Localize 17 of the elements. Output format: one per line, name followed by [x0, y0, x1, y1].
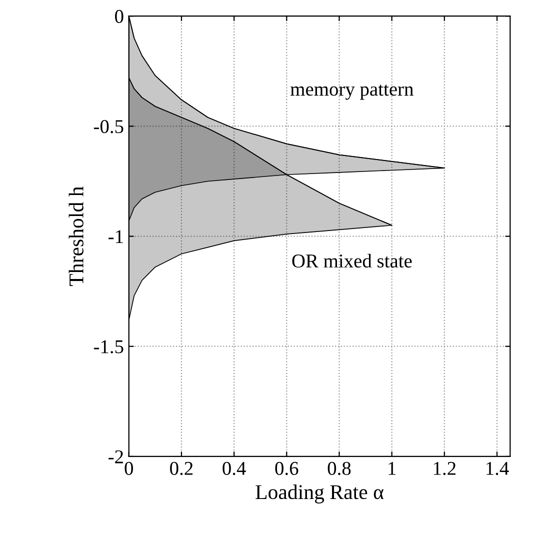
annotation: memory pattern: [290, 84, 414, 100]
y-axis-title: Threshold h: [68, 186, 84, 286]
y-tick-label: 0: [115, 10, 124, 24]
x-tick-label: 1: [388, 462, 396, 475]
y-tick-label: -0.5: [94, 120, 124, 134]
y-tick-label: -1: [108, 230, 123, 244]
x-tick-label: 1.2: [434, 462, 456, 476]
x-axis-title: Loading Rate α: [256, 484, 384, 504]
x-tick-label: 0.4: [222, 462, 246, 476]
x-tick-label: 0.8: [328, 462, 351, 476]
y-tick-label: -1.5: [94, 340, 124, 354]
x-tick-label: 0.2: [170, 462, 193, 476]
x-tick-label: 1.4: [486, 462, 509, 476]
y-tick-label: -2: [108, 450, 123, 464]
annotation: OR mixed state: [292, 254, 412, 268]
x-tick-label: 0: [124, 462, 133, 475]
x-tick-label: 0.6: [275, 462, 298, 476]
